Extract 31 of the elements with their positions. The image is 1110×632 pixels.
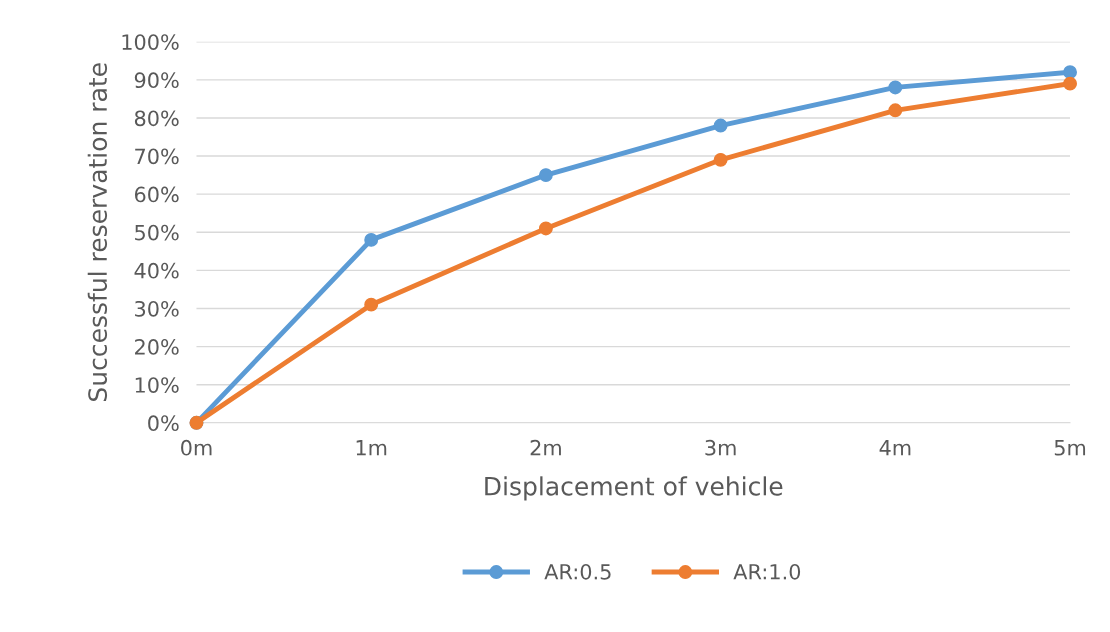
- y-tick-label: 50%: [135, 224, 179, 241]
- y-tick-label: 10%: [135, 377, 179, 393]
- point: [888, 80, 903, 95]
- x-tick-label: 5m: [1054, 440, 1086, 456]
- legend-label: AR:0.5: [544, 563, 611, 580]
- x-tick-label: 0m: [181, 439, 212, 456]
- point: [1063, 76, 1077, 91]
- y-tick-label: 90%: [134, 72, 179, 89]
- y-tick-label: 80%: [134, 110, 179, 127]
- x-axis-title: Displacement of vehicle: [485, 476, 783, 501]
- y-tick-label: 20%: [135, 339, 179, 355]
- point: [713, 152, 728, 167]
- y-tick-label: 100%: [122, 34, 179, 50]
- x-tick-label: 2m: [530, 439, 561, 456]
- x-tick-label: 3m: [705, 439, 736, 456]
- x-tick-label: 4m: [879, 440, 911, 456]
- y-tick-label: 70%: [135, 148, 179, 165]
- y-tick-label: 60%: [134, 186, 179, 203]
- point: [713, 118, 728, 133]
- point: [538, 168, 553, 183]
- point: [888, 103, 903, 118]
- x-tick-label: 1m: [356, 440, 387, 456]
- point: [364, 232, 379, 247]
- point: [1063, 65, 1077, 80]
- y-tick-label: 30%: [135, 300, 179, 317]
- y-axis-title: Successful reservation rate: [87, 63, 108, 401]
- point: [538, 221, 553, 236]
- legend-label: AR:1.0: [733, 563, 801, 580]
- y-tick-label: 0%: [148, 415, 179, 432]
- y-tick-label: 40%: [134, 262, 179, 279]
- point: [364, 297, 379, 312]
